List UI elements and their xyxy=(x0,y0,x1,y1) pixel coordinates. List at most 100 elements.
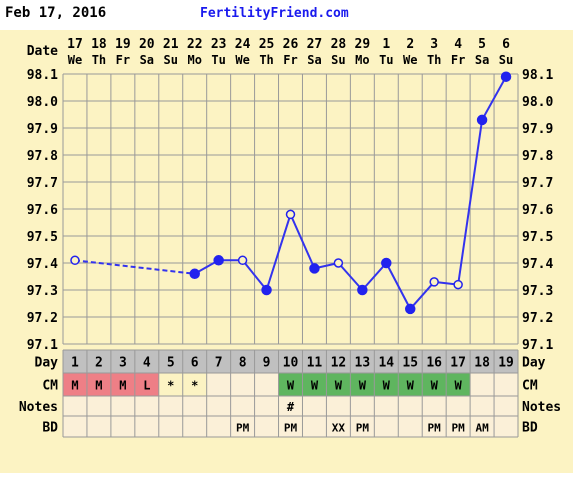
cycle-day-label: 18 xyxy=(474,356,490,371)
date-label: 1 xyxy=(382,37,390,52)
bd-label: PM xyxy=(236,422,250,435)
bottom-white-band xyxy=(0,473,573,478)
temp-point xyxy=(70,255,80,266)
y-tick-label-left: 97.1 xyxy=(27,338,58,353)
cycle-day-label: 1 xyxy=(71,356,79,371)
weekday-label: Su xyxy=(499,53,513,67)
header-date: Feb 17, 2016 xyxy=(5,5,107,21)
date-label: 26 xyxy=(283,37,299,52)
bd-label: PM xyxy=(356,422,370,435)
row-label-right: CM xyxy=(522,379,538,394)
cm-cell xyxy=(374,373,399,396)
cm-label: M xyxy=(119,379,126,393)
date-label: 24 xyxy=(235,37,251,52)
notes-label: # xyxy=(287,400,295,414)
cycle-day-label: 12 xyxy=(331,356,347,371)
cycle-day-label: 11 xyxy=(307,356,323,371)
temp-point xyxy=(309,263,320,274)
fertilityfriend-link[interactable]: FertilityFriend.com xyxy=(200,6,349,21)
y-tick-label-right: 97.5 xyxy=(522,230,553,245)
date-label: 18 xyxy=(91,37,107,52)
weekday-label: Th xyxy=(427,53,441,67)
date-label: 5 xyxy=(478,37,486,52)
cm-cell xyxy=(206,373,231,396)
temp-point xyxy=(189,268,200,280)
y-tick-label-left: 97.5 xyxy=(27,230,58,245)
cycle-day-label: 8 xyxy=(239,356,247,371)
cm-label: M xyxy=(71,379,78,393)
temp-point xyxy=(476,114,488,126)
date-label: 29 xyxy=(355,37,371,52)
temp-point xyxy=(381,257,392,269)
cm-cell xyxy=(86,373,111,396)
weekday-label: We xyxy=(235,53,249,67)
y-tick-label-left: 97.7 xyxy=(27,176,58,191)
cm-label: W xyxy=(455,379,463,393)
bd-label: XX xyxy=(332,422,346,435)
temp-line-segment xyxy=(409,281,435,310)
weekday-label: Mo xyxy=(355,53,369,67)
cycle-day-label: 7 xyxy=(215,356,223,371)
cm-label: W xyxy=(287,379,295,393)
bd-label: PM xyxy=(284,422,298,435)
temp-point xyxy=(213,255,224,266)
cm-cell xyxy=(398,373,423,396)
cm-cell xyxy=(110,373,135,396)
temp-line-segment xyxy=(481,76,507,121)
y-tick-label-right: 97.2 xyxy=(522,311,553,326)
weekday-label: Fr xyxy=(451,53,465,67)
cm-label: W xyxy=(431,379,439,393)
temp-point xyxy=(333,258,344,268)
cycle-day-label: 5 xyxy=(167,356,175,371)
date-label: 4 xyxy=(454,37,462,52)
cycle-day-label: 15 xyxy=(402,356,418,371)
bd-label: PM xyxy=(428,422,442,435)
row-label-left: Notes xyxy=(19,400,58,415)
weekday-label: Th xyxy=(92,53,106,67)
weekday-label: Fr xyxy=(283,53,297,67)
temp-line-segment xyxy=(457,119,484,285)
bd-label: PM xyxy=(452,422,466,435)
temp-point xyxy=(429,277,439,287)
cm-cell xyxy=(470,373,495,396)
date-label: 20 xyxy=(139,37,155,52)
temperature-series xyxy=(70,71,512,315)
cm-cell xyxy=(326,373,351,396)
day-row-bg xyxy=(63,350,518,373)
cycle-day-label: 17 xyxy=(450,356,466,371)
row-label-left: CM xyxy=(42,379,58,394)
y-tick-label-right: 97.1 xyxy=(522,338,553,353)
date-label: 21 xyxy=(163,37,179,52)
cm-label: W xyxy=(335,379,343,393)
row-label-right: Notes xyxy=(522,400,561,415)
temp-point xyxy=(500,71,512,82)
row-label-right: BD xyxy=(522,421,538,436)
weekday-label: Sa xyxy=(307,53,321,67)
cycle-day-label: 9 xyxy=(263,356,271,371)
weekday-label: Th xyxy=(259,53,273,67)
weekday-label: We xyxy=(403,53,417,67)
temp-point xyxy=(357,284,368,296)
cm-label: L xyxy=(143,379,150,393)
date-label: 19 xyxy=(115,37,131,52)
row-label-left: BD xyxy=(42,421,58,436)
cm-cell xyxy=(63,373,87,396)
temp-line-segment xyxy=(361,262,388,291)
weekday-label: Sa xyxy=(140,53,154,67)
y-tick-label-left: 97.9 xyxy=(27,122,58,137)
cycle-day-label: 4 xyxy=(143,356,151,371)
temp-point xyxy=(404,303,416,315)
date-label: 17 xyxy=(67,37,83,52)
chart-grid xyxy=(62,73,519,438)
cycle-day-label: 13 xyxy=(355,356,371,371)
date-label: 27 xyxy=(307,37,323,52)
cm-cell xyxy=(158,373,183,396)
cm-label: M xyxy=(95,379,102,393)
date-label: 25 xyxy=(259,37,275,52)
y-tick-label-right: 97.4 xyxy=(522,257,553,272)
y-tick-label-right: 97.7 xyxy=(522,176,553,191)
y-tick-label-right: 97.3 xyxy=(522,284,553,299)
date-label: 23 xyxy=(211,37,227,52)
cm-label: W xyxy=(311,379,319,393)
